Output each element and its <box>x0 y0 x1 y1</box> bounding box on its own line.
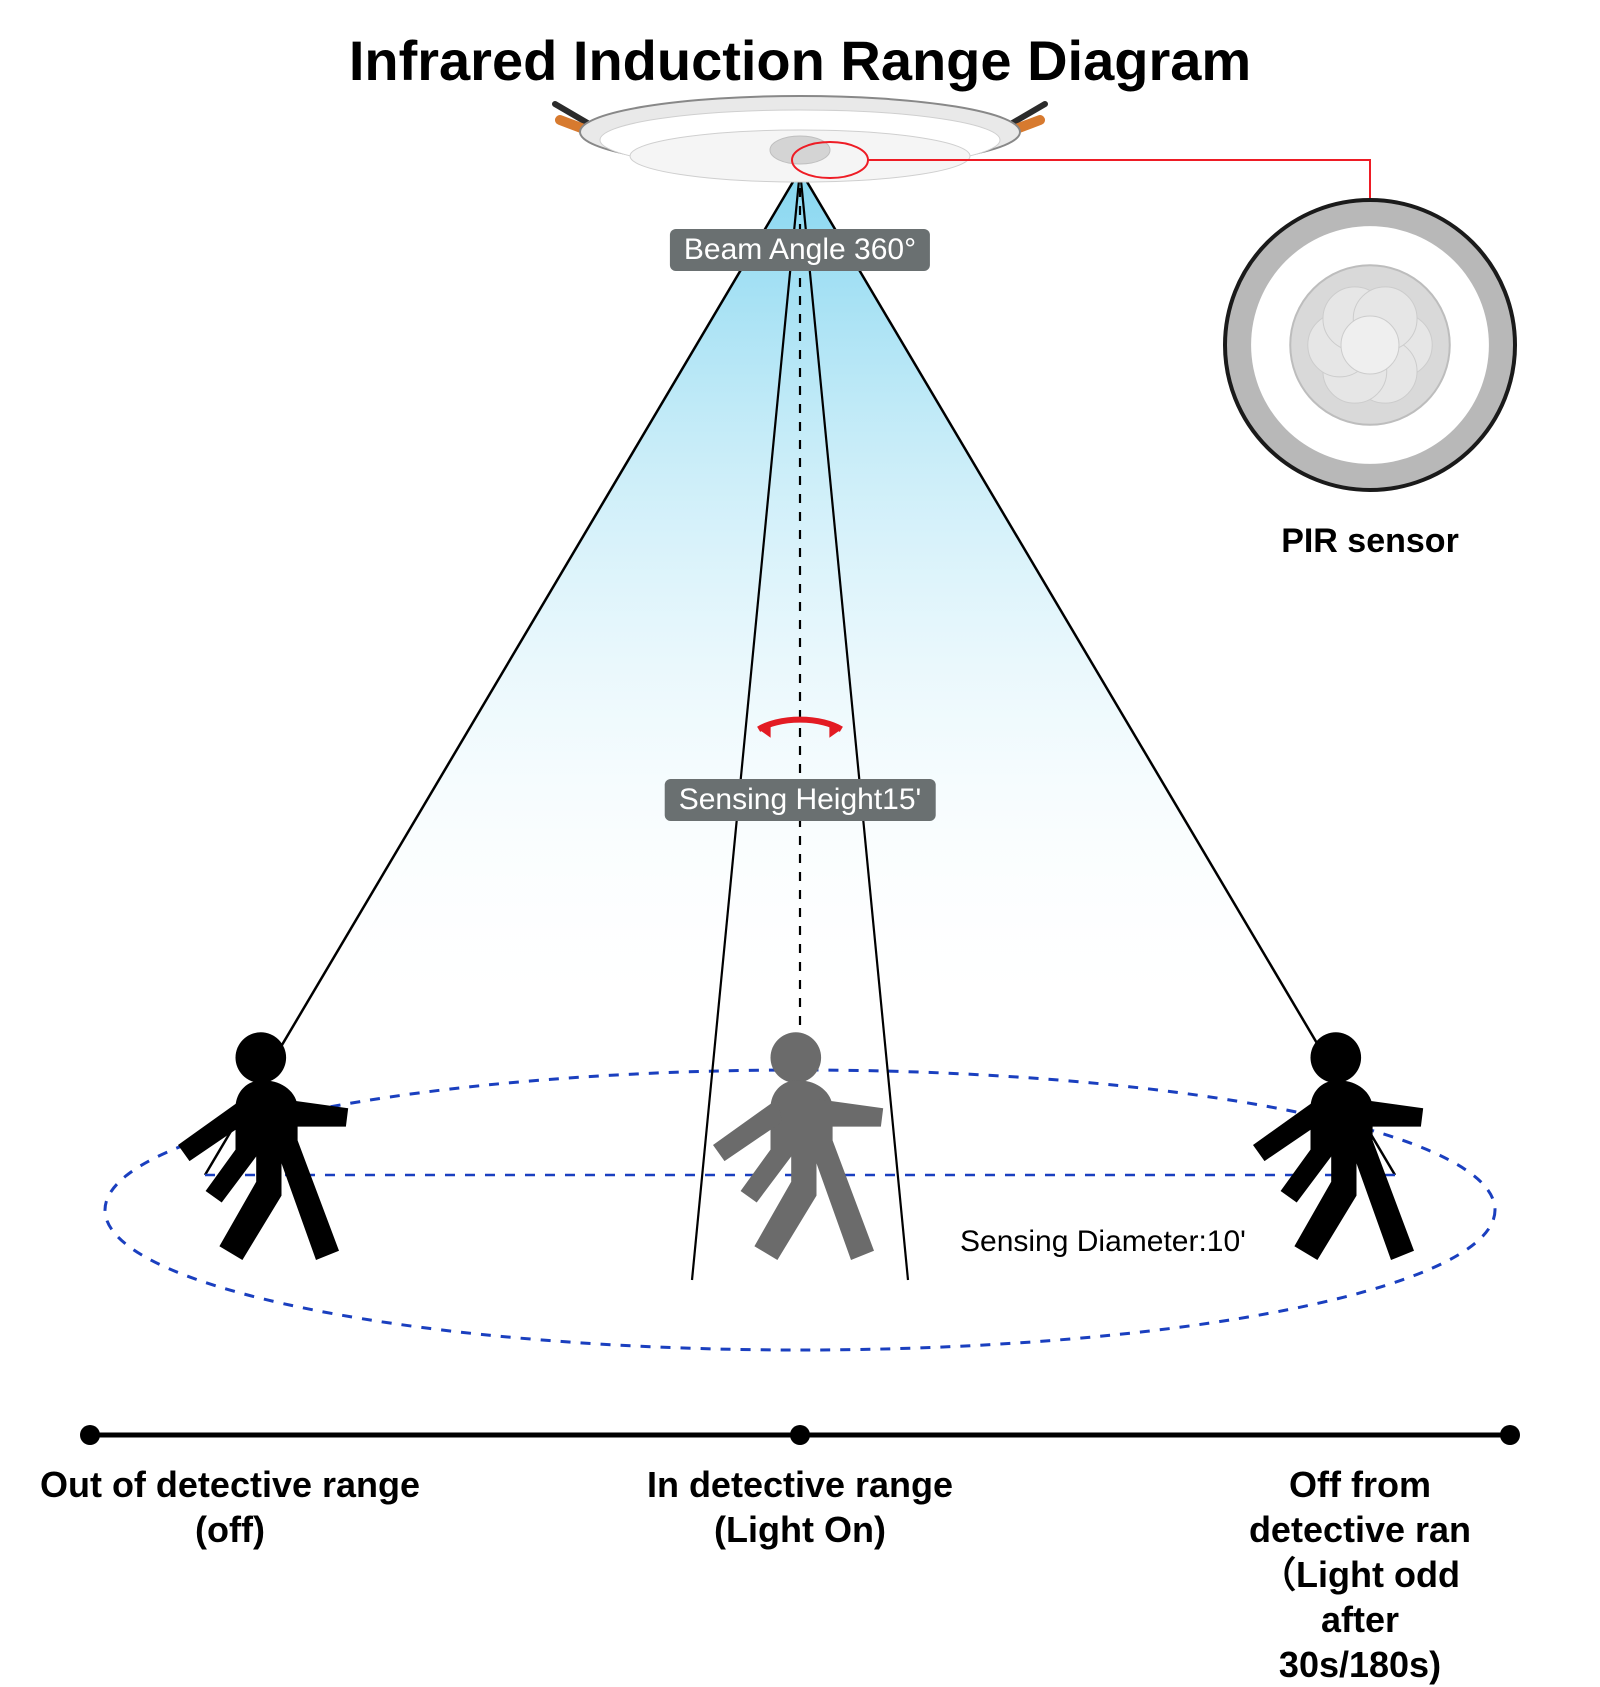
footer-caption-in: In detective range (Light On) <box>647 1462 953 1552</box>
footer-caption-out: Out of detective range (off) <box>40 1462 420 1552</box>
diagram-title: Infrared Induction Range Diagram <box>0 28 1600 93</box>
pir-sensor-label: PIR sensor <box>1281 520 1459 563</box>
beam-angle-label: Beam Angle 360° <box>670 229 930 271</box>
sensing-diameter-label: Sensing Diameter:10' <box>960 1225 1246 1259</box>
footer-range-line <box>80 1425 1520 1445</box>
footer-caption-off: Off from detective ran （Light odd after … <box>1240 1462 1480 1687</box>
ceiling-lamp-icon <box>555 96 1045 182</box>
sensing-height-label: Sensing Height15' <box>665 779 936 821</box>
diagram-root: Infrared Induction Range Diagram <box>0 0 1600 1600</box>
pir-sensor-inset-icon <box>1225 200 1515 490</box>
